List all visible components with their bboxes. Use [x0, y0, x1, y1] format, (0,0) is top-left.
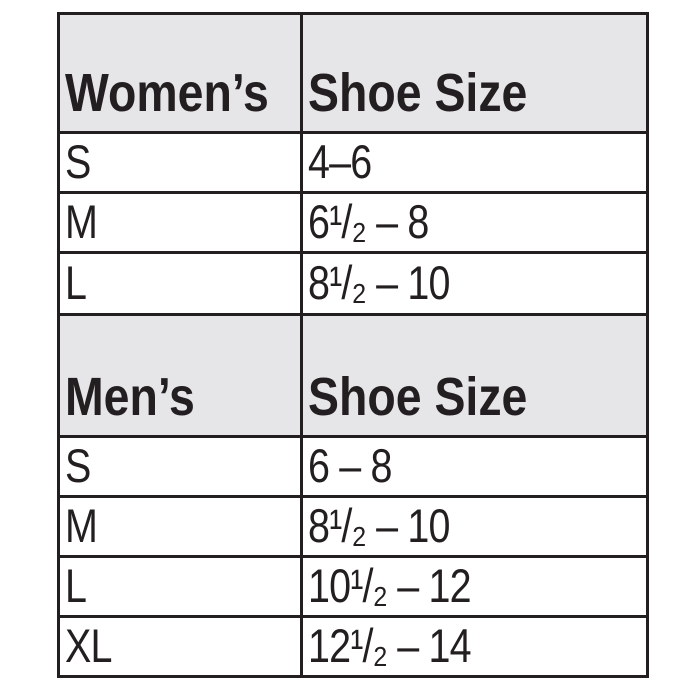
men-row-m: M 8¹/₂ – 10	[57, 495, 649, 558]
size-cell: M	[57, 495, 303, 558]
range-cell: 4–6	[300, 131, 649, 194]
range-value: 6 – 8	[308, 439, 392, 493]
range-cell: 8¹/₂ – 10	[300, 495, 649, 558]
men-header-label: Men’s	[65, 367, 195, 427]
men-shoe-size-header-cell: Shoe Size	[300, 313, 649, 438]
range-value: 8¹/₂ – 10	[308, 256, 450, 309]
size-label: S	[65, 135, 91, 189]
women-row-m: M 6¹/₂ – 8	[57, 191, 649, 254]
size-label: L	[65, 256, 87, 309]
range-value: 10¹/₂ – 12	[308, 559, 472, 613]
size-cell: S	[57, 131, 303, 194]
range-cell: 12¹/₂ – 14	[300, 615, 649, 678]
range-value: 6¹/₂ – 8	[308, 195, 429, 249]
size-label: M	[65, 499, 98, 553]
women-shoe-size-header-cell: Shoe Size	[300, 12, 649, 134]
size-cell: XL	[57, 615, 303, 678]
men-row-s: S 6 – 8	[57, 435, 649, 498]
size-cell: M	[57, 191, 303, 254]
men-shoe-size-header-label: Shoe Size	[308, 367, 528, 427]
women-header-row: Women’s Shoe Size	[57, 12, 649, 134]
men-header-row: Men’s Shoe Size	[57, 313, 649, 438]
men-header-cell: Men’s	[57, 313, 303, 438]
range-cell: 6¹/₂ – 8	[300, 191, 649, 254]
size-label: L	[65, 559, 87, 613]
women-row-l: L 8¹/₂ – 10	[57, 251, 649, 316]
size-cell: S	[57, 435, 303, 498]
men-row-l: L 10¹/₂ – 12	[57, 555, 649, 618]
range-cell: 8¹/₂ – 10	[300, 251, 649, 316]
range-value: 4–6	[308, 135, 372, 189]
size-label: XL	[65, 619, 112, 673]
women-header-cell: Women’s	[57, 12, 303, 134]
size-label: M	[65, 195, 98, 249]
size-label: S	[65, 439, 91, 493]
range-cell: 6 – 8	[300, 435, 649, 498]
women-shoe-size-header-label: Shoe Size	[308, 63, 528, 123]
size-cell: L	[57, 555, 303, 618]
range-value: 12¹/₂ – 14	[308, 619, 472, 673]
range-cell: 10¹/₂ – 12	[300, 555, 649, 618]
men-row-xl: XL 12¹/₂ – 14	[57, 615, 649, 678]
range-value: 8¹/₂ – 10	[308, 499, 450, 553]
size-chart-table: Women’s Shoe Size S 4–6 M 6¹/₂ – 8 L 8¹/…	[57, 12, 649, 678]
size-cell: L	[57, 251, 303, 316]
women-row-s: S 4–6	[57, 131, 649, 194]
women-header-label: Women’s	[65, 63, 269, 123]
